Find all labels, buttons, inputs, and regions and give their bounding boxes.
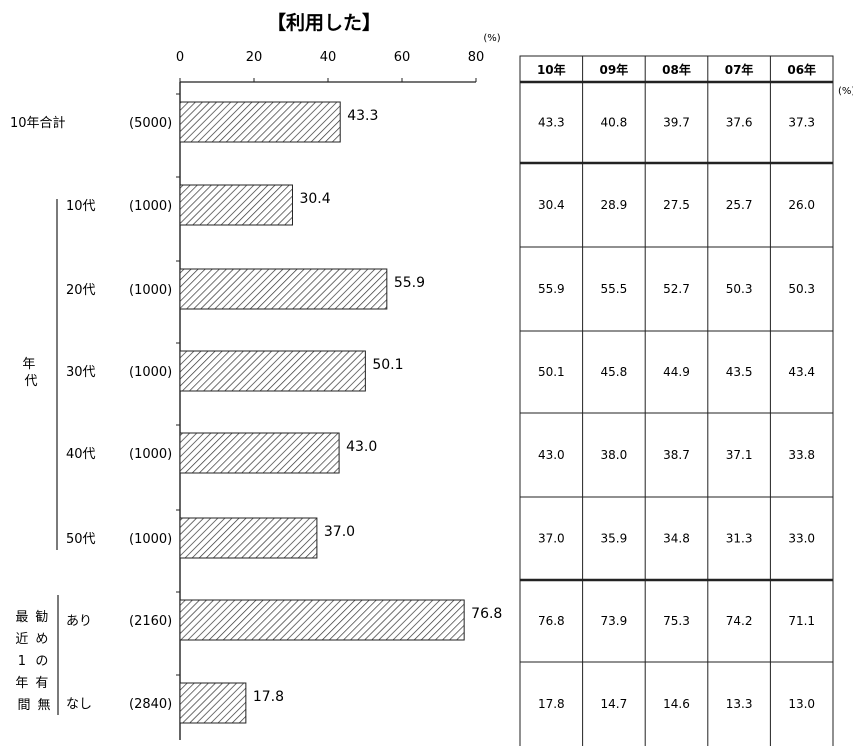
x-tick-label: 0 <box>176 50 184 65</box>
row-category-label: 10代 <box>66 199 96 214</box>
row-count-label: (1000) <box>129 199 172 214</box>
table-cell: 31.3 <box>726 532 753 546</box>
table-cell: 30.4 <box>538 198 565 212</box>
table-cell: 37.1 <box>726 448 753 462</box>
row-count-label: (1000) <box>129 532 172 547</box>
table-cell: 71.1 <box>788 614 815 628</box>
table-cell: 50.3 <box>788 282 815 296</box>
row-category-label: あり <box>66 614 92 629</box>
table-cell: 27.5 <box>663 198 690 212</box>
table-cell: 43.5 <box>726 365 753 379</box>
table-cell: 75.3 <box>663 614 690 628</box>
table-cell: 55.9 <box>538 282 565 296</box>
table-cell: 34.8 <box>663 532 690 546</box>
table-cell: 38.7 <box>663 448 690 462</box>
bar-value-label: 30.4 <box>299 191 330 207</box>
bar <box>179 184 293 226</box>
bar <box>179 599 465 641</box>
row-category-label: 10年合計 <box>10 115 66 131</box>
table-cell: 26.0 <box>788 198 815 212</box>
table-cell: 43.0 <box>538 448 565 462</box>
table-header-cell: 07年 <box>725 62 754 77</box>
bar-value-label: 76.8 <box>471 606 502 622</box>
table-unit-label: (%) <box>838 86 853 97</box>
x-tick-label: 60 <box>394 50 411 65</box>
bar-value-label: 55.9 <box>394 275 425 291</box>
bar-value-label: 37.0 <box>324 524 355 540</box>
table-cell: 39.7 <box>663 116 690 130</box>
x-tick-label: 80 <box>468 50 485 65</box>
table-header-cell: 09年 <box>600 62 629 77</box>
bar-value-label: 43.3 <box>347 108 378 124</box>
table-cell: 50.1 <box>538 365 565 379</box>
table-cell: 55.5 <box>601 282 628 296</box>
table-cell: 37.0 <box>538 532 565 546</box>
bar-value-label: 43.0 <box>346 439 377 455</box>
x-tick-label: 40 <box>320 50 337 65</box>
history-table: 10年 09年 08年 07年 06年 43.3 40.8 39.7 37.6 37.3 30.4 2… <box>519 55 834 746</box>
bar <box>179 101 341 143</box>
table-cell: 52.7 <box>663 282 690 296</box>
table-cell: 17.8 <box>538 697 565 711</box>
table-cell: 13.3 <box>726 697 753 711</box>
row-category-label: 40代 <box>66 447 96 462</box>
table-cell: 37.6 <box>726 116 753 130</box>
table-cell: 50.3 <box>726 282 753 296</box>
row-count-label: (1000) <box>129 365 172 380</box>
age-group-label: 年 代 <box>22 357 39 389</box>
table-cell: 28.9 <box>601 198 628 212</box>
table-cell: 14.6 <box>663 697 690 711</box>
row-count-label: (1000) <box>129 447 172 462</box>
table-cell: 73.9 <box>601 614 628 628</box>
table-cell: 74.2 <box>726 614 753 628</box>
table-header-cell: 06年 <box>787 62 816 77</box>
table-cell: 13.0 <box>788 697 815 711</box>
table-cell: 25.7 <box>726 198 753 212</box>
table-cell: 37.3 <box>788 116 815 130</box>
bar <box>179 432 340 474</box>
recent-group-sublabel: 勧 め の 有 無 <box>35 609 52 713</box>
table-cell: 14.7 <box>601 697 628 711</box>
table-cell: 43.4 <box>788 365 815 379</box>
recent-group-label: 最 近 1 年 間 <box>15 610 32 713</box>
table-cell: 43.3 <box>538 116 565 130</box>
row-count-label: (1000) <box>129 283 172 298</box>
row-category-label: 50代 <box>66 532 96 547</box>
bar-value-label: 50.1 <box>372 357 403 373</box>
bar-value-label: 17.8 <box>253 689 284 705</box>
row-count-label: (2840) <box>129 697 172 712</box>
x-tick-label: 20 <box>246 50 263 65</box>
table-header-cell: 08年 <box>662 62 691 77</box>
bar <box>179 517 318 559</box>
row-category-label: なし <box>66 697 92 712</box>
row-category-label: 20代 <box>66 283 96 298</box>
bar <box>179 682 247 724</box>
table-cell: 44.9 <box>663 365 690 379</box>
table-header-cell: 10年 <box>537 62 566 77</box>
row-count-label: (2160) <box>129 614 172 629</box>
bar <box>179 350 366 392</box>
table-cell: 40.8 <box>601 116 628 130</box>
bar <box>179 268 388 310</box>
row-count-label: (5000) <box>129 116 172 131</box>
table-cell: 35.9 <box>601 532 628 546</box>
row-category-label: 30代 <box>66 365 96 380</box>
chart-title: 【利用した】 <box>267 11 381 34</box>
table-cell: 45.8 <box>601 365 628 379</box>
table-cell: 33.0 <box>788 532 815 546</box>
table-cell: 33.8 <box>788 448 815 462</box>
table-cell: 38.0 <box>601 448 628 462</box>
table-cell: 76.8 <box>538 614 565 628</box>
axis-unit-label: (%) <box>483 33 500 44</box>
